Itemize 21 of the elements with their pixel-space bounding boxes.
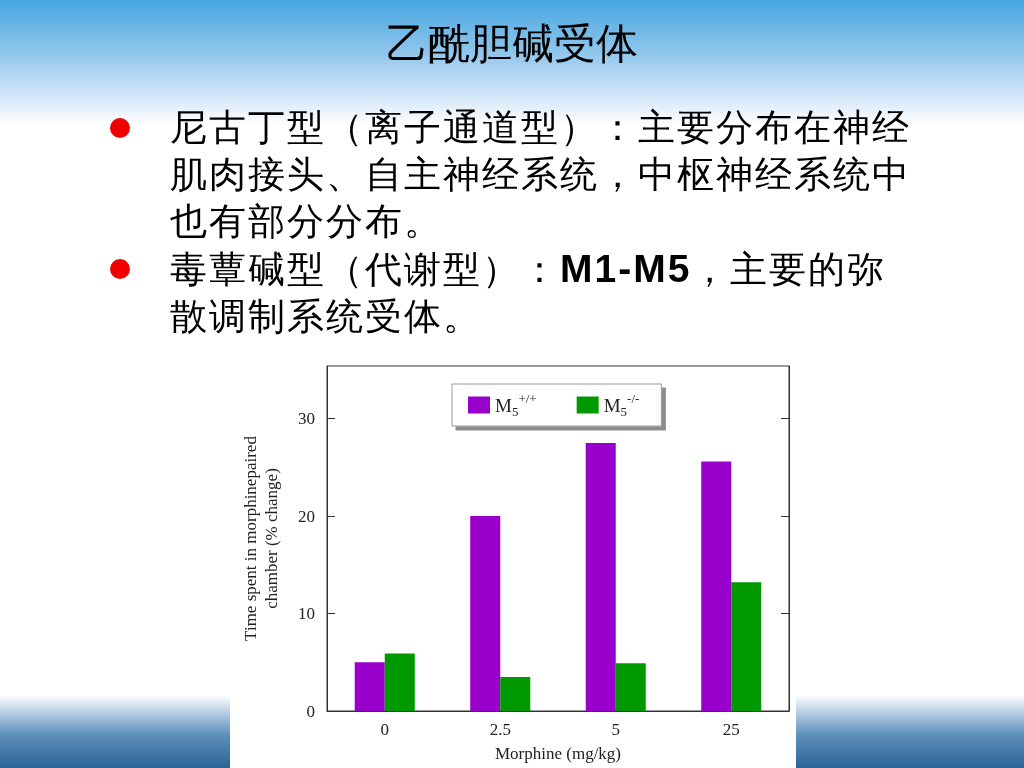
x-tick-label: 0 bbox=[380, 720, 389, 739]
bar bbox=[354, 662, 385, 711]
x-tick-label: 5 bbox=[611, 720, 620, 739]
bar bbox=[615, 663, 646, 711]
bar bbox=[500, 676, 531, 711]
y-tick-label: 30 bbox=[298, 409, 315, 429]
x-tick-label: 25 bbox=[722, 720, 740, 739]
x-tick-label: 2.5 bbox=[489, 720, 511, 739]
bar bbox=[731, 582, 762, 711]
y-tick-label: 0 bbox=[306, 701, 315, 721]
y-tick-label: 10 bbox=[298, 604, 315, 624]
x-axis-title: Morphine (mg/kg) bbox=[494, 744, 622, 763]
y-tick-label: 20 bbox=[298, 506, 315, 526]
bar bbox=[585, 442, 616, 711]
bar bbox=[384, 653, 415, 711]
y-axis-title: Time spent in morphinepaired chamber (% change) bbox=[241, 435, 281, 641]
bar bbox=[470, 516, 501, 711]
bar bbox=[701, 461, 732, 711]
text: 毒蕈碱型（代谢型）：M1-M5，主要的弥散调制系统受体。 bbox=[170, 247, 887, 338]
chart-title: 乙酰胆碱受体 bbox=[385, 18, 639, 70]
text: 尼古丁型（离子通道型）：主要分布在神经肌肉接头、自主神经系统，中枢神经系统中也有部分分布。 bbox=[169, 105, 912, 245]
